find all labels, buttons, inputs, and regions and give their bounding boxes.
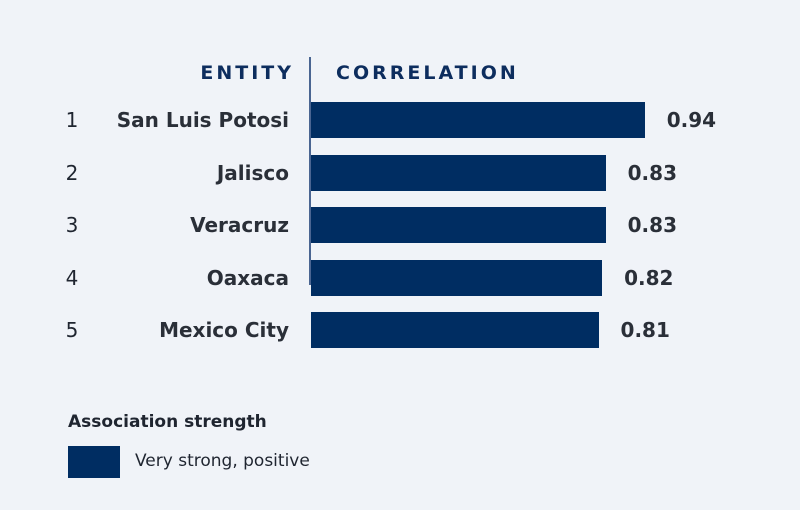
entity-label: Mexico City xyxy=(159,318,289,342)
rank-label: 1 xyxy=(65,108,79,132)
legend-label: Very strong, positive xyxy=(135,451,310,471)
rank-label: 3 xyxy=(65,213,79,237)
correlation-column-header: CORRELATION xyxy=(336,62,519,84)
chart-row: 2 Jalisco 0.83 xyxy=(0,154,800,191)
value-label: 0.83 xyxy=(627,160,677,185)
correlation-bar xyxy=(311,207,606,243)
legend-swatch xyxy=(68,446,120,478)
legend-title: Association strength xyxy=(68,412,267,432)
axis-line xyxy=(309,57,311,285)
rank-label: 4 xyxy=(65,265,79,290)
correlation-bar xyxy=(311,154,606,191)
correlation-bar xyxy=(311,259,603,296)
entity-label: Oaxaca xyxy=(206,265,289,290)
chart-row: 5 Mexico City 0.81 xyxy=(0,312,800,348)
rank-label: 2 xyxy=(65,160,79,185)
entity-label: Jalisco xyxy=(216,160,289,185)
value-label: 0.83 xyxy=(627,213,677,237)
chart-row: 3 Veracruz 0.83 xyxy=(0,207,800,243)
correlation-bar xyxy=(311,102,645,138)
value-label: 0.94 xyxy=(666,108,717,132)
entity-label: San Luis Potosi xyxy=(116,108,289,132)
entity-label: Veracruz xyxy=(190,213,289,237)
value-label: 0.82 xyxy=(624,265,674,290)
chart-row: 1 San Luis Potosi 0.94 xyxy=(0,102,800,138)
chart-row: 4 Oaxaca 0.82 xyxy=(0,259,800,296)
entity-column-header: ENTITY xyxy=(200,62,294,84)
correlation-bar xyxy=(311,312,599,348)
rank-label: 5 xyxy=(65,318,79,342)
value-label: 0.81 xyxy=(620,318,670,342)
